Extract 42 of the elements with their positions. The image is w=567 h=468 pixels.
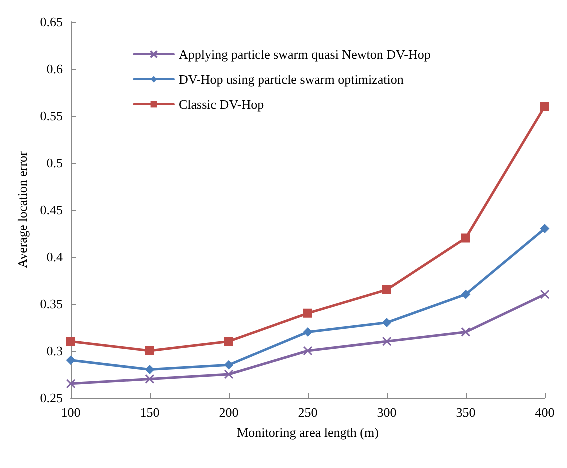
y-tick-label: 0.3 [46, 344, 63, 358]
y-tick-label: 0.45 [40, 202, 63, 218]
y-tick-label: 0.4 [46, 250, 64, 264]
y-axis-title: Average location error [15, 150, 30, 268]
point [66, 337, 76, 346]
x-tick-label: 150 [140, 405, 160, 420]
x-tick-label: 250 [298, 405, 318, 420]
point [540, 102, 550, 112]
point [66, 379, 76, 389]
point [304, 328, 312, 337]
y-tick-label: 0.6 [46, 62, 64, 76]
x-tick-label: 300 [377, 405, 397, 420]
point [304, 308, 312, 318]
legend-label: Classic DV-Hop [179, 97, 264, 112]
point [146, 346, 154, 356]
y-tick-label: 0.55 [40, 108, 63, 124]
y-tick-label: 0.5 [46, 156, 63, 170]
point [462, 234, 470, 243]
point [145, 374, 155, 384]
legend-label: Applying particle swarm quasi Newton DV-Hop [179, 47, 431, 62]
point [224, 337, 234, 346]
point [462, 290, 470, 300]
point [461, 327, 471, 337]
x-tick-label: 100 [61, 405, 81, 420]
point [540, 290, 550, 300]
point [382, 318, 392, 328]
point [146, 365, 154, 374]
x-tick-label: 200 [219, 405, 239, 420]
point [224, 370, 234, 380]
point [224, 360, 234, 370]
legend-label: DV-Hop using particle swarm optimization [179, 72, 404, 87]
x-axis-title: Monitoring area length (m) [237, 425, 379, 440]
point [303, 346, 313, 356]
y-tick-label: 0.25 [40, 390, 63, 406]
point [540, 224, 550, 234]
point [66, 356, 76, 365]
point [382, 336, 392, 346]
y-tick-label: 0.65 [40, 14, 63, 30]
x-tick-label: 400 [535, 405, 555, 420]
y-tick-label: 0.35 [40, 296, 63, 312]
x-tick-label: 350 [456, 405, 476, 420]
point [382, 285, 392, 294]
